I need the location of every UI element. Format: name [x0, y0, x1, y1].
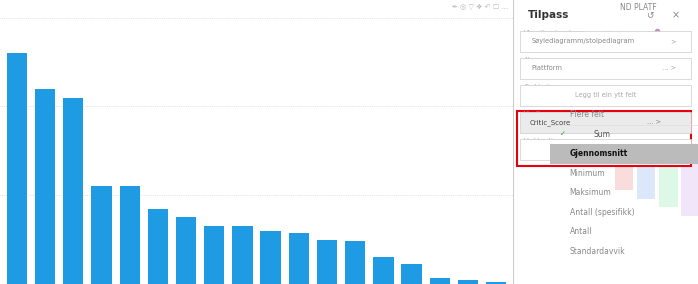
Bar — [317, 240, 337, 284]
Text: ✓: ✓ — [560, 131, 565, 137]
Bar — [517, 111, 690, 166]
Text: ... >: ... > — [662, 65, 676, 72]
FancyBboxPatch shape — [521, 112, 690, 133]
Bar — [615, 156, 633, 190]
Bar — [63, 98, 84, 284]
Text: Forklaring: Forklaring — [524, 84, 558, 90]
Text: ND PLATF: ND PLATF — [621, 3, 657, 12]
Text: Søylediagramm/stolpediagram: Søylediagramm/stolpediagram — [531, 38, 634, 45]
FancyBboxPatch shape — [521, 85, 690, 106]
Bar — [7, 53, 27, 284]
Bar — [91, 186, 112, 284]
Text: ×: × — [672, 10, 681, 20]
FancyBboxPatch shape — [521, 139, 690, 160]
Text: Legg til ein ytt felt: Legg til ein ytt felt — [575, 92, 636, 99]
Bar — [260, 231, 281, 284]
Bar — [373, 257, 394, 284]
Text: Sum: Sum — [594, 130, 611, 139]
Bar — [659, 156, 678, 207]
Bar — [345, 241, 365, 284]
Text: Akse: Akse — [524, 57, 540, 63]
Text: Tilpass: Tilpass — [528, 10, 569, 20]
Bar — [550, 144, 698, 164]
Text: Antall: Antall — [570, 227, 592, 237]
Text: ↺: ↺ — [646, 10, 654, 19]
FancyBboxPatch shape — [521, 58, 690, 79]
Text: Legg til verktøytips: Legg til verktøytips — [573, 146, 638, 153]
Text: Minimum: Minimum — [570, 169, 605, 178]
Bar — [486, 282, 506, 284]
Bar — [637, 156, 655, 199]
Bar — [232, 226, 253, 284]
Text: Antall (spesifikk): Antall (spesifikk) — [570, 208, 634, 217]
Text: Maksimum: Maksimum — [570, 189, 611, 197]
Text: +: + — [676, 57, 683, 66]
Bar — [119, 186, 140, 284]
Bar — [148, 208, 168, 284]
Text: Plattform: Plattform — [531, 65, 563, 72]
Text: >: > — [670, 38, 676, 45]
Text: ... >: ... > — [647, 119, 661, 126]
Text: Flere felt: Flere felt — [570, 110, 604, 119]
Text: ✒ ◎ ▽ ❖ ↶ ☐ …: ✒ ◎ ▽ ❖ ↶ ☐ … — [452, 4, 508, 10]
Bar — [176, 218, 196, 284]
Bar — [401, 264, 422, 284]
FancyBboxPatch shape — [521, 31, 690, 52]
Bar — [289, 233, 309, 284]
Bar — [35, 89, 55, 284]
Text: Gjennomsnitt: Gjennomsnitt — [570, 149, 628, 158]
Bar — [458, 281, 478, 284]
Text: JA-salg: JA-salg — [605, 31, 629, 37]
Bar — [429, 278, 450, 284]
Text: Verktøytips: Verktøytips — [524, 138, 562, 144]
Bar — [204, 226, 224, 284]
Text: Verdi: Verdi — [524, 111, 541, 117]
Text: Standardavvik: Standardavvik — [570, 247, 625, 256]
Text: Visualiseringstype: Visualiseringstype — [524, 30, 585, 36]
Text: +: + — [676, 111, 683, 120]
Bar — [681, 156, 698, 216]
Text: Critic_Score: Critic_Score — [530, 119, 571, 126]
